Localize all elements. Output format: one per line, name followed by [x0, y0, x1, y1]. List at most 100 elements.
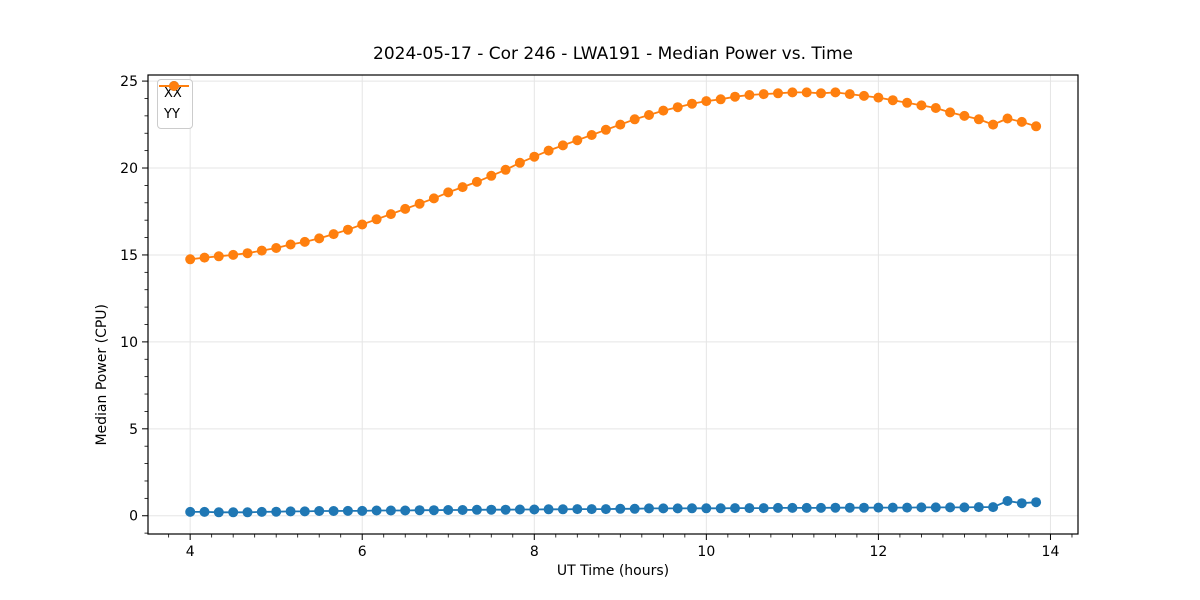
series-yy-point	[887, 95, 898, 106]
y-tick-label: 10	[120, 335, 138, 351]
series-yy-point	[902, 97, 913, 108]
series-xx-point	[887, 502, 898, 513]
series-yy-point	[213, 251, 224, 262]
series-xx-point	[816, 502, 826, 513]
y-tick-label: 15	[120, 248, 138, 264]
series-xx-point	[787, 502, 798, 513]
series-yy-point	[314, 233, 325, 244]
series-yy-point	[500, 164, 511, 175]
series-xx-point	[1031, 497, 1042, 508]
series-yy-point	[185, 254, 196, 265]
series-xx-point	[529, 504, 540, 515]
series-xx-point	[988, 502, 999, 513]
series-xx-point	[973, 502, 984, 513]
series-yy-point	[945, 107, 956, 118]
series-yy-point	[529, 151, 540, 162]
series-yy-point	[801, 87, 812, 98]
series-xx-point	[629, 503, 640, 514]
series-xx-point	[443, 505, 454, 515]
series-xx-point	[371, 505, 382, 516]
y-axis-label-text: Median Power (CPU)	[94, 303, 110, 446]
series-xx-point	[572, 504, 583, 515]
legend-label-xx: XX	[164, 86, 182, 101]
series-yy-point	[744, 90, 755, 100]
series-xx-point	[471, 504, 482, 515]
series-xx-point	[385, 505, 396, 516]
series-xx-point	[844, 502, 855, 513]
series-xx-point	[299, 506, 310, 517]
series-yy-point	[285, 239, 296, 250]
series-yy-point	[428, 193, 439, 204]
series-yy-point	[730, 91, 740, 102]
series-xx-point	[959, 502, 970, 513]
series-xx-point	[687, 503, 697, 514]
series-yy-point	[844, 89, 855, 100]
series-xx-point	[830, 502, 841, 513]
series-yy-point	[629, 114, 640, 125]
series-yy-point	[228, 249, 239, 260]
x-tick-label: 10	[697, 544, 715, 560]
series-yy-point	[514, 157, 525, 168]
legend-swatch-yy-icon	[159, 81, 189, 91]
series-yy-point	[586, 130, 597, 140]
series-xx-point	[199, 506, 210, 517]
series-xx-point	[902, 502, 913, 513]
plot-area-border	[147, 74, 1079, 535]
series-yy-point	[959, 110, 970, 121]
x-tick-label: 4	[186, 544, 195, 560]
x-tick-label: 12	[869, 544, 887, 560]
series-xx-point	[644, 503, 654, 514]
series-yy-point	[973, 114, 984, 125]
series-yy-point	[658, 105, 669, 116]
series-yy-point	[873, 92, 884, 103]
series-xx-point	[859, 502, 869, 513]
series-xx-point	[428, 505, 439, 516]
legend: XX YY	[157, 79, 193, 129]
series-yy-point	[916, 100, 927, 111]
series-yy-point	[400, 203, 411, 214]
series-xx-point	[916, 502, 927, 513]
series-xx-point	[715, 503, 726, 514]
series-yy-point	[271, 243, 282, 253]
series-yy-point	[859, 90, 869, 101]
series-yy-point	[1002, 113, 1013, 124]
series-xx-point	[1002, 496, 1013, 506]
series-yy-point	[988, 119, 999, 130]
series-xx-point	[701, 503, 712, 514]
series-yy-point	[199, 252, 210, 263]
x-tick-label: 14	[1042, 544, 1060, 560]
series-yy-point	[299, 236, 310, 247]
series-yy-point	[1016, 116, 1027, 127]
series-xx-point	[271, 506, 282, 517]
series-xx-point	[586, 504, 597, 515]
series-xx-point	[314, 506, 325, 516]
series-yy-point	[557, 140, 568, 151]
series-xx-point	[543, 504, 554, 515]
series-yy-point	[1031, 121, 1042, 132]
series-xx-point	[242, 507, 253, 518]
series-yy-point	[687, 98, 697, 109]
series-yy-point	[486, 170, 497, 181]
series-xx-point	[400, 505, 411, 516]
y-tick-label: 25	[120, 74, 138, 90]
series-xx-point	[773, 502, 783, 513]
series-yy-point	[572, 135, 583, 146]
series-yy-point	[385, 209, 396, 220]
series-yy-point	[357, 219, 368, 230]
series-xx-point	[285, 506, 296, 517]
y-tick-label: 20	[120, 161, 138, 177]
series-yy-point	[414, 198, 425, 209]
series-xx-point	[744, 503, 755, 514]
x-axis-label: UT Time (hours)	[556, 563, 670, 579]
x-tick-label: 8	[530, 544, 539, 560]
legend-label-yy: YY	[164, 107, 180, 122]
series-xx-point	[873, 502, 884, 513]
series-yy-point	[787, 87, 798, 98]
series-xx-point	[500, 504, 511, 515]
y-tick-label: 5	[129, 422, 138, 438]
series-xx-point	[486, 504, 497, 515]
series-xx-point	[615, 503, 626, 514]
chart-title: 2024-05-17 - Cor 246 - LWA191 - Median P…	[373, 44, 853, 64]
series-xx-point	[514, 504, 525, 515]
y-tick-label: 0	[129, 509, 138, 525]
